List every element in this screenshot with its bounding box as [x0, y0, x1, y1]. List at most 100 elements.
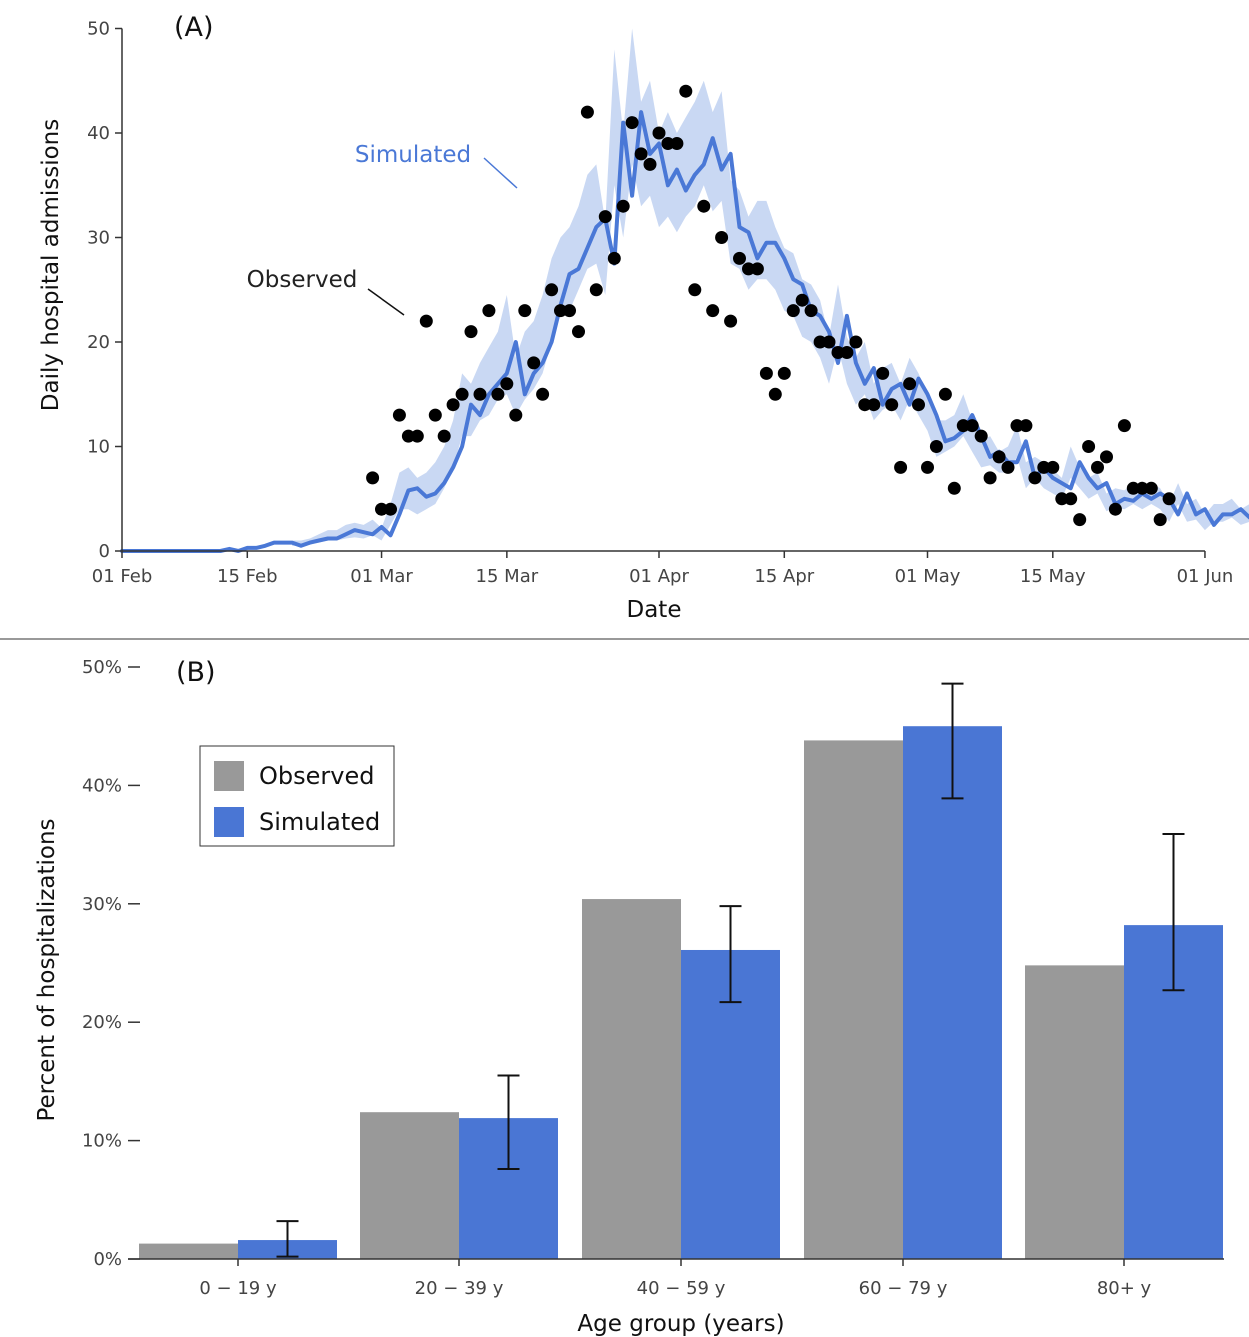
simulated-line-layer	[120, 110, 1249, 553]
observed-point	[410, 429, 424, 443]
observed-point	[804, 304, 818, 318]
panel-b-x-tick-label: 60 − 79 y	[859, 1278, 948, 1299]
panel-a-x-tick-label: 01 Mar	[350, 566, 413, 587]
observed-point	[894, 460, 908, 474]
observed-point	[589, 283, 603, 297]
legend-swatch-observed	[214, 761, 244, 791]
panel-b-x-tick-label: 20 − 39 y	[415, 1278, 504, 1299]
observed-point	[912, 398, 925, 412]
observed-point	[1082, 440, 1096, 453]
observed-point	[554, 304, 567, 318]
observed-point	[536, 387, 550, 401]
panel-a-y-tick-label: 50	[87, 19, 110, 40]
panel-b-x-tick-label: 0 − 19 y	[199, 1278, 277, 1299]
panel-a-y-tick-label: 20	[87, 332, 110, 353]
observed-point	[652, 126, 666, 140]
observed-point	[437, 429, 451, 443]
observed-point	[1010, 419, 1024, 433]
observed-point	[616, 199, 630, 213]
panel-a-x-axis-title: Date	[627, 597, 682, 623]
annotation-simulated-leader	[483, 157, 518, 189]
panel-a-x-tick-label: 15 Feb	[217, 566, 278, 587]
observed-point	[464, 325, 478, 339]
observed-point	[1019, 419, 1033, 433]
observed-point	[625, 116, 639, 130]
observed-point	[679, 84, 693, 98]
bar-observed	[360, 1112, 459, 1259]
panel-a-y-tick-label: 0	[99, 541, 110, 562]
observed-point	[724, 314, 738, 328]
observed-point	[1001, 460, 1015, 474]
observed-point	[706, 304, 720, 318]
observed-point	[795, 293, 809, 307]
panel-a-x-tick-label: 15 Apr	[754, 566, 814, 587]
panel-b-y-tick-label: 20%	[82, 1012, 122, 1033]
panel-b-x-tick-label: 40 − 59 y	[637, 1278, 726, 1299]
observed-point	[849, 335, 863, 349]
observed-point	[518, 304, 532, 318]
observed-point	[572, 325, 585, 339]
observed-point	[885, 398, 899, 412]
observed-point	[473, 387, 487, 401]
annotation-simulated: Simulated	[355, 142, 471, 168]
observed-point	[733, 251, 746, 265]
panel-a-annotations: Simulated Observed	[247, 142, 518, 316]
observed-point	[392, 408, 406, 422]
observed-point	[527, 356, 541, 370]
panel-a-x-tick-label: 01 Apr	[629, 566, 689, 587]
observed-point	[768, 387, 782, 401]
panel-b-axes: 0% 10% 20% 30% 40% 50% 0 − 19 y 20 − 39 y 40 − 5…	[82, 657, 1224, 1299]
observed-point	[903, 377, 917, 391]
legend-swatch-simulated	[214, 807, 244, 837]
observed-point	[446, 398, 460, 412]
bar-observed	[1025, 965, 1124, 1259]
observed-point	[992, 450, 1006, 464]
panel-a-x-tick-label: 01 Jun	[1177, 566, 1234, 587]
bars-layer	[139, 726, 1223, 1259]
simulated-line	[120, 110, 1249, 553]
observed-point	[1055, 492, 1069, 506]
observed-point	[580, 105, 594, 119]
panel-b-bar-chart: 0% 10% 20% 30% 40% 50% 0 − 19 y 20 − 39 y 40 − 5…	[34, 657, 1224, 1337]
panel-b-y-tick-label: 30%	[82, 894, 122, 915]
observed-point	[670, 137, 684, 150]
panel-b-label: (B)	[176, 657, 216, 688]
observed-point	[938, 387, 952, 401]
panel-a-y-tick-label: 30	[87, 228, 110, 249]
observed-point	[697, 199, 711, 213]
observed-point	[375, 502, 388, 516]
observed-point	[1046, 460, 1060, 474]
observed-point	[750, 262, 764, 276]
observed-point	[1100, 450, 1113, 464]
observed-point	[813, 335, 827, 349]
bar-observed	[582, 899, 681, 1259]
panel-a-label: (A)	[174, 12, 214, 43]
observed-point	[1064, 492, 1078, 506]
legend-label-simulated: Simulated	[259, 808, 380, 836]
observed-point	[947, 481, 961, 495]
panel-b-y-tick-label: 0%	[93, 1249, 122, 1270]
simulated-interval-band	[292, 28, 1249, 546]
simulated-interval-band-layer	[292, 28, 1249, 546]
observed-point	[634, 147, 648, 161]
legend: Observed Simulated	[199, 745, 395, 847]
observed-point	[688, 283, 702, 297]
panel-b-y-tick-label: 40%	[82, 775, 122, 796]
observed-point	[1037, 460, 1051, 474]
observed-point	[831, 346, 845, 359]
observed-point	[598, 210, 612, 224]
panel-a-y-axis-title: Daily hospital admissions	[38, 119, 64, 411]
observed-point	[921, 460, 934, 474]
observed-point	[715, 231, 729, 244]
panel-a-timeseries: 0 10 20 30 40 50 01 Feb 15 Feb 01 Mar 15 Mar 01 Ap…	[38, 12, 1249, 623]
observed-point	[840, 346, 854, 359]
bar-observed	[804, 740, 903, 1259]
panel-a-x-tick-label: 01 Feb	[92, 566, 153, 587]
observed-point	[1117, 419, 1131, 433]
observed-point	[1028, 471, 1042, 485]
observed-point	[563, 304, 576, 318]
panel-b-x-axis-title: Age group (years)	[577, 1311, 784, 1337]
observed-point	[509, 408, 523, 422]
observed-point	[742, 262, 755, 276]
